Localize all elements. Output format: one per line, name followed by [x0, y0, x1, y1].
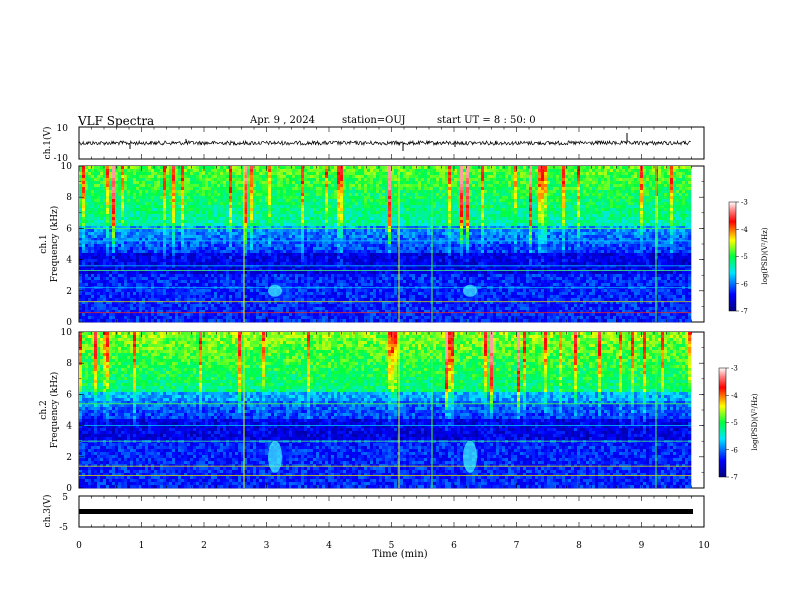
colorbar-tick-label: -7 [741, 308, 748, 316]
colorbar-tick-label: -7 [731, 474, 738, 482]
frequency-tick-label: 8 [66, 193, 72, 203]
ch1-spectrogram-xticks [78, 166, 705, 322]
ch3-ytick-label-top: 5 [62, 493, 68, 503]
ch3-ytick-label-bottom: -5 [59, 523, 68, 533]
time-tick-label: 9 [639, 541, 645, 551]
ch2-colorbar [718, 367, 727, 478]
time-tick-label: 5 [389, 541, 395, 551]
frequency-tick-label: 4 [66, 256, 72, 266]
ch3-waveform-panel: 5 -5 ch.3(V) [42, 493, 705, 533]
date-label: Apr. 9 , 2024 [250, 115, 315, 126]
ch2-spectrogram-ylabel-channel: ch.2 [39, 400, 49, 419]
ch1-colorbar [728, 201, 737, 312]
time-tick-label: 8 [576, 541, 582, 551]
time-tick-label: 4 [326, 541, 332, 551]
colorbar-tick-label: -4 [741, 226, 748, 234]
frequency-tick-label: 0 [66, 318, 72, 328]
ch1-xticks [78, 127, 705, 159]
ch2-colorbar-label: log(PSD)(V²/Hz) [751, 393, 759, 450]
ch1-ytick-label-top: 10 [57, 124, 69, 134]
time-tick-label: 1 [139, 541, 145, 551]
ch3-waveform-trace [79, 509, 693, 514]
ch2-frequency-ticks: 0 2 4 6 8 10 [61, 328, 704, 494]
time-tick-label: 6 [451, 541, 457, 551]
ch1-spectrogram-ylabel-frequency: Frequency (kHz) [49, 206, 60, 283]
ch2-colorbar-ticks: -3 -4 -5 -6 -7 [726, 365, 738, 482]
ch3-xticks [78, 496, 705, 527]
colorbar-tick-label: -6 [741, 280, 748, 288]
time-tick-label: 3 [264, 541, 270, 551]
colorbar-tick-label: -5 [731, 419, 738, 427]
ch1-ytick-label-bottom: -10 [54, 154, 69, 164]
start-time-label: start UT = 8 : 50: 0 [437, 115, 536, 126]
colorbar-tick-label: -6 [731, 446, 738, 454]
time-tick-label: 10 [698, 541, 710, 551]
colorbar-tick-label: -4 [731, 392, 738, 400]
ch1-waveform-panel: 10 -10 ch.1(V) [42, 124, 705, 164]
ch2-spectrogram-ylabel-frequency: Frequency (kHz) [49, 372, 60, 449]
frequency-tick-label: 2 [66, 287, 72, 297]
colorbar-tick-label: -3 [741, 199, 748, 207]
ch1-waveform-trace [78, 139, 691, 147]
ch1-spectrogram-ylabel-channel: ch.1 [39, 234, 49, 253]
colorbar-tick-label: -5 [741, 253, 748, 261]
frequency-tick-label: 8 [66, 359, 72, 369]
frequency-tick-label: 6 [66, 224, 72, 234]
ch1-ylabel: ch.1(V) [42, 127, 53, 160]
frequency-tick-label: 4 [66, 422, 72, 432]
figure-title: VLF Spectra [78, 114, 154, 128]
ch1-colorbar-label: log(PSD)(V²/Hz) [761, 227, 769, 284]
frequency-tick-label: 6 [66, 390, 72, 400]
ch2-spectrogram-image [79, 332, 692, 489]
frequency-tick-label: 0 [66, 484, 72, 494]
time-tick-label: 7 [514, 541, 520, 551]
colorbar-tick-label: -3 [731, 365, 738, 373]
ch2-spectrogram-xticks [78, 332, 705, 488]
ch1-colorbar-ticks: -3 -4 -5 -6 -7 [736, 199, 748, 316]
frequency-tick-label: 10 [61, 162, 73, 172]
frequency-tick-label: 2 [66, 453, 72, 463]
time-axis-label: Time (min) [372, 549, 427, 560]
ch3-ylabel: ch.3(V) [42, 495, 53, 528]
time-axis-tick-labels: 0 1 2 3 4 5 6 7 8 9 10 [76, 541, 710, 551]
frequency-tick-label: 10 [61, 328, 73, 338]
ch1-frequency-ticks: 0 2 4 6 8 10 [61, 162, 704, 328]
ch1-spectrogram-image [79, 166, 692, 323]
station-label: station=OUJ [342, 115, 406, 126]
time-tick-label: 0 [76, 541, 82, 551]
time-tick-label: 2 [201, 541, 207, 551]
